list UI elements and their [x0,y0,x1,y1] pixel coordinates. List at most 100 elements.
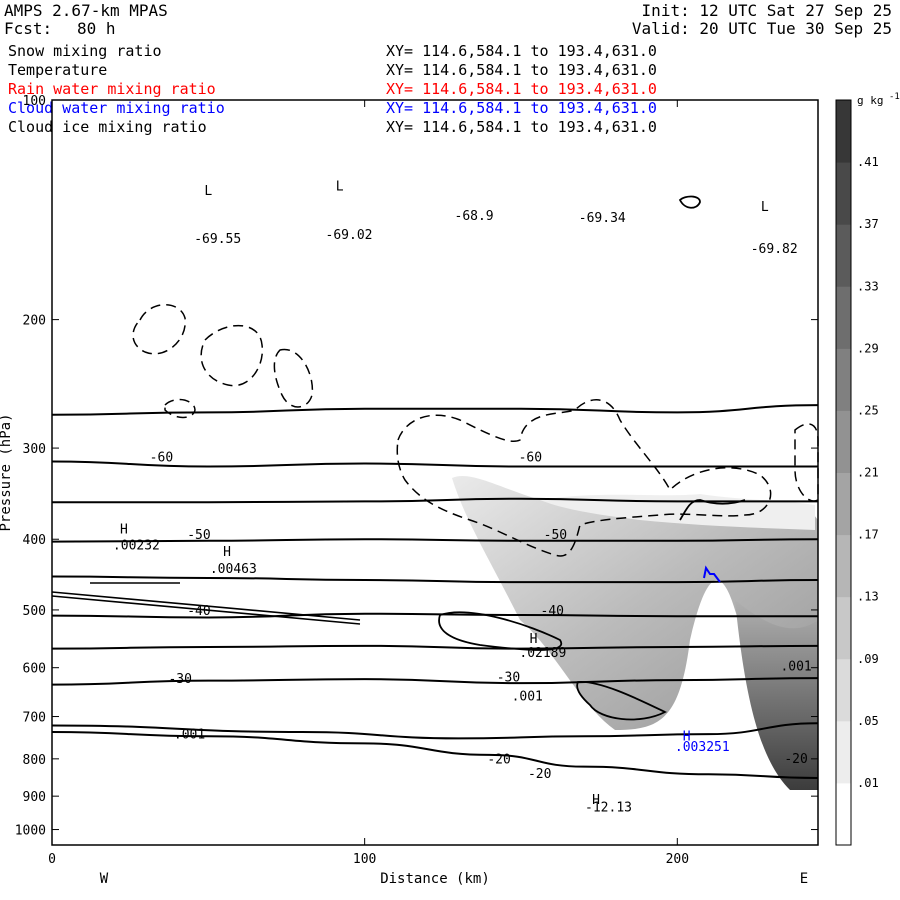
temperature-contour-west [51,582,361,625]
snow-contour-1 [132,304,186,355]
contour-label: -50 [544,528,567,543]
contour-label: -12.13 [585,801,632,816]
contour-label: -40 [541,604,564,619]
contour-label: -50 [187,528,210,543]
isotherm [51,722,819,740]
y-tick-label: 100 [23,94,46,109]
colorbar-unit-exponent: -1 [889,92,900,102]
contour-label: .003251 [675,740,730,755]
contour-label: L [336,179,344,194]
contour-label: .00463 [210,562,257,577]
colorbar-swatch [836,658,851,722]
y-tick-label: 500 [23,604,46,619]
x-tick-label: 100 [353,852,376,867]
contour-label: -69.34 [579,211,626,226]
x-axis-label: Distance (km) [380,871,490,887]
temperature-contour-bump [679,499,746,521]
contour-label: -30 [497,671,520,686]
model-title: AMPS 2.67-km MPAS [4,1,168,20]
colorbar-unit: g kg [857,94,884,107]
colorbar-frame [835,99,852,846]
x-tick-label: 0 [48,852,56,867]
colorbar-label: .01 [857,776,879,790]
colorbar-label: .25 [857,403,879,417]
snow-mixing-contours [132,304,819,557]
contour-label: -69.02 [326,228,373,243]
snow-contour-3 [273,348,314,408]
cloud-water-contour [703,565,721,583]
colorbar-label: .33 [857,279,879,293]
y-tick-label: 300 [23,442,46,457]
colorbar-swatch [836,100,851,163]
plot-frame [51,99,819,846]
colorbar-label: .17 [857,528,879,542]
y-tick-label: 400 [23,533,46,548]
isotherm [51,460,818,468]
temperature-contour-low [438,611,563,651]
colorbar-swatch [836,348,851,411]
temperature-contour-min [576,681,668,721]
colorbar-swatch [836,162,851,225]
colorbar-label: .05 [857,714,879,728]
contour-label: -40 [187,604,210,619]
cloud-ice-shading [452,476,818,790]
contour-label: H [530,632,538,647]
legend-name-cloud-ice: Cloud ice mixing ratio [8,118,207,136]
colorbar-swatch [836,782,851,846]
colorbar-label: .21 [857,466,879,480]
forecast-value: 80 h [77,19,116,38]
colorbar-swatch [836,286,851,349]
contour-label: .02189 [519,646,566,661]
snow-contour-2 [200,324,264,387]
init-time: Init: 12 UTC Sat 27 Sep 25 [641,1,892,20]
contour-label: -20 [784,752,807,767]
legend-range-rain: XY= 114.6,584.1 to 193.4,631.0 [386,80,657,98]
legend-range-snow: XY= 114.6,584.1 to 193.4,631.0 [386,42,657,60]
contour-label: L [761,200,769,215]
valid-time: Valid: 20 UTC Tue 30 Sep 25 [631,19,892,38]
contour-label: -20 [528,767,551,782]
isotherm [51,677,819,686]
isotherm [51,644,819,650]
temperature-contours [51,195,819,780]
y-tick-label: 600 [23,662,46,677]
contour-label: H [683,729,691,744]
contour-label: .00232 [113,538,160,553]
contour-labels: L -69.55 L -69.02 -68.9 -69.34 L -69.82 -60 -60 -5… [113,179,812,815]
contour-label: H [223,545,231,560]
west-label: W [100,871,109,887]
east-label: E [800,871,808,887]
isotherm [51,497,818,504]
isotherm [51,404,819,416]
contour-label: -68.9 [455,209,494,224]
contour-label: .001 [780,659,811,674]
legend-name-rain: Rain water mixing ratio [8,80,216,98]
colorbar-swatch [836,472,851,536]
colorbar-label: .13 [857,590,879,604]
isotherm [51,538,819,543]
colorbar-swatch [836,596,851,660]
ice-shade-light [540,494,815,530]
colorbar-label: .37 [857,217,879,231]
y-tick-label: 1000 [15,824,46,839]
isotherm [51,612,818,619]
colorbar-label: .29 [857,341,879,355]
contour-label: -20 [487,753,510,768]
legend-name-temperature: Temperature [8,61,108,79]
contour-label: -69.82 [751,242,798,257]
isotherm [51,730,819,780]
y-tick-label: 800 [23,753,46,768]
y-tick-label: 700 [23,711,46,726]
legend-name-snow: Snow mixing ratio [8,42,162,60]
ice-shade-east [735,600,818,790]
legend-range-temperature: XY= 114.6,584.1 to 193.4,631.0 [386,61,657,79]
colorbar-swatch [836,224,851,287]
contour-label: H [120,523,128,538]
contour-label: .001 [512,689,543,704]
forecast-label: Fcst: [4,19,53,38]
colorbar-label: .09 [857,652,879,666]
legend-range-cloud-water: XY= 114.6,584.1 to 193.4,631.0 [386,99,657,117]
snow-contour-6 [794,423,819,502]
y-tick-label: 900 [23,790,46,805]
